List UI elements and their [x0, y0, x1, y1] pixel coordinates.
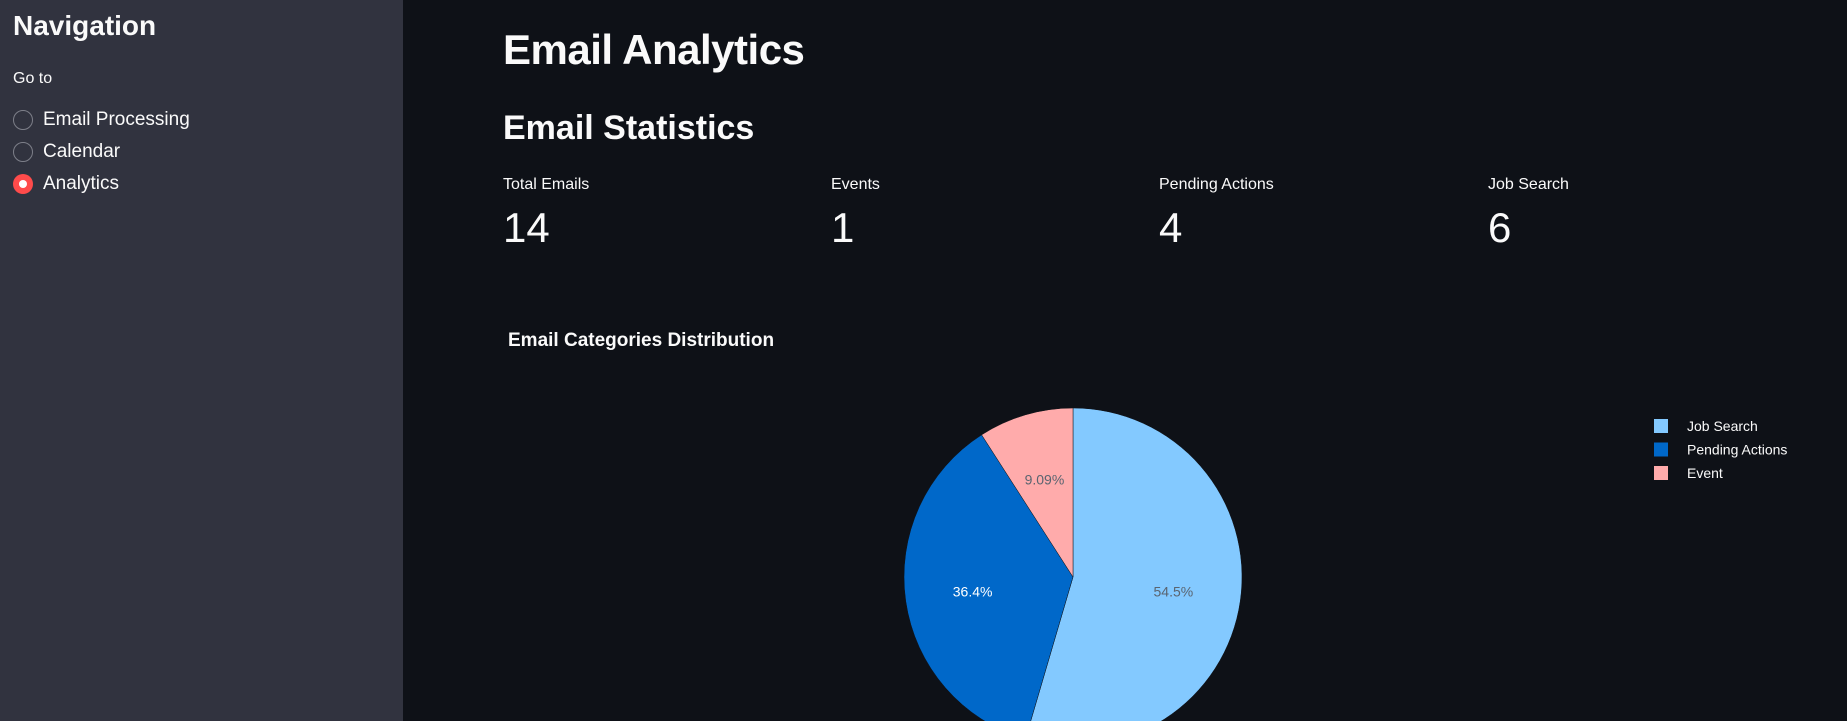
- radio-option-calendar[interactable]: Calendar: [13, 136, 190, 168]
- radio-option-label: Calendar: [43, 141, 121, 162]
- metric-pending-actions: Pending Actions 4: [1159, 176, 1459, 250]
- metric-label: Total Emails: [503, 176, 590, 193]
- page-title: Email Analytics: [503, 26, 805, 73]
- main-content: Email Analytics Email Statistics Total E…: [403, 0, 1847, 721]
- pie-slice-label: 54.5%: [1154, 583, 1194, 599]
- pie-slice-labels: 54.5% 36.4% 9.09%: [953, 472, 1193, 600]
- pie-slice-pending-actions[interactable]: [903, 434, 1074, 721]
- navigation-radio-group: Email Processing Calendar Analytics: [13, 104, 190, 200]
- pie-slice-label: 9.09%: [1025, 472, 1065, 488]
- sidebar-title: Navigation: [13, 10, 157, 41]
- metric-value: 14: [503, 204, 550, 251]
- chart-title: Email Categories Distribution: [508, 330, 774, 351]
- metric-label: Pending Actions: [1159, 176, 1274, 193]
- metric-value: 1: [831, 204, 855, 251]
- pie-slice-job-search[interactable]: [1025, 407, 1243, 721]
- legend-swatch[interactable]: [1654, 442, 1668, 457]
- metric-events: Events 1: [831, 176, 1131, 250]
- metric-value: 6: [1488, 204, 1512, 251]
- legend-swatch[interactable]: [1654, 419, 1668, 433]
- pie-chart: Email Categories Distribution 54.5% 36.4%…: [508, 330, 1787, 721]
- radio-option-email-processing[interactable]: Email Processing: [13, 104, 190, 136]
- radio-option-label: Analytics: [43, 173, 120, 194]
- sidebar: Navigation Go to Email Processing Calend…: [0, 0, 403, 721]
- legend-item-label[interactable]: Pending Actions: [1687, 442, 1787, 458]
- pie-slice-label: 36.4%: [953, 583, 993, 599]
- radio-group-label: Go to: [13, 70, 53, 87]
- pie-chart-container: Email Categories Distribution 54.5% 36.4%…: [503, 322, 1847, 721]
- metric-value: 4: [1159, 204, 1183, 251]
- radio-option-analytics[interactable]: Analytics: [13, 168, 190, 200]
- legend-swatch[interactable]: [1654, 466, 1668, 480]
- metric-label: Events: [831, 176, 880, 193]
- radio-button-calendar[interactable]: [13, 142, 33, 162]
- legend-item-label[interactable]: Job Search: [1687, 418, 1758, 434]
- section-title: Email Statistics: [503, 109, 755, 147]
- metric-label: Job Search: [1488, 176, 1569, 193]
- chart-legend: Job Search Pending Actions Event: [1654, 418, 1787, 481]
- legend-item-label[interactable]: Event: [1687, 465, 1723, 481]
- pie-slices: [903, 407, 1243, 721]
- radio-button-analytics[interactable]: [13, 174, 33, 194]
- radio-option-label: Email Processing: [43, 109, 190, 130]
- metric-job-search: Job Search 6: [1488, 176, 1788, 250]
- radio-button-email-processing[interactable]: [13, 110, 33, 130]
- metric-total-emails: Total Emails 14: [503, 176, 803, 250]
- pie-slice-event[interactable]: [981, 407, 1074, 578]
